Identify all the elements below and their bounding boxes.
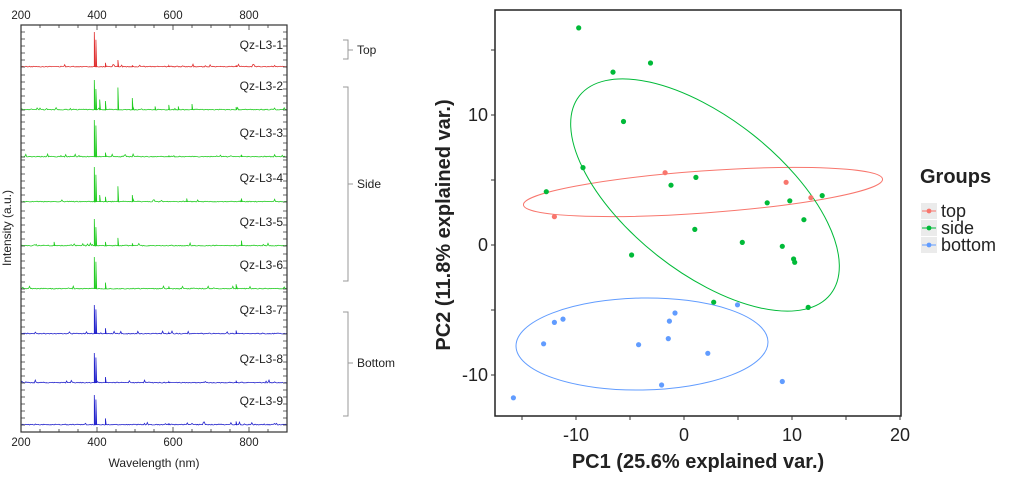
x-tick-label: 0 [679,425,689,445]
spectrum-label: Qz-L3-3 [240,126,284,140]
spectra-panel: Qz-L3-1 Qz-L3-2 Qz-L3-3 Qz-L3-4 Qz-L3-5 Qz-L3… [0,10,395,470]
legend-item-side: side [941,218,974,238]
group-bracket [343,39,353,60]
spectrum-line [20,166,288,203]
point-side [779,243,785,249]
pca-panel: -10 0 10 20 10 0 -10 PC1 (25.6% explained var.)… [433,9,910,473]
point-bottom [779,378,785,385]
spectrum-line [20,394,288,426]
legend-item-bottom: bottom [941,235,996,255]
point-bottom [734,302,741,308]
point-side [693,174,699,180]
point-top [551,214,558,220]
point-side [668,182,674,188]
y-tick-label: 10 [468,105,488,125]
spectrum-label: Qz-L3-9 [240,394,284,408]
point-side [620,118,627,125]
spectrum-line [20,256,288,290]
spectrum-line [20,119,288,158]
legend-title: Groups [920,166,991,188]
spectrum-line [20,352,288,384]
x-tick-label: -10 [563,425,589,445]
x-tick-label: 20 [890,425,910,445]
point-side [787,198,793,204]
y-tick-label: -10 [462,365,488,385]
axis-ticks [491,49,901,420]
x-tick-label-top: 800 [239,10,258,22]
x-axis-title: PC1 (25.6% explained var.) [572,451,824,473]
y-axis-title: PC2 (11.8% explained var.) [433,99,455,350]
point-bottom [666,318,673,324]
point-side [647,60,654,66]
point-side [819,193,825,199]
point-bottom [636,342,642,348]
point-bottom [551,319,558,325]
x-tick-label: 200 [11,437,30,449]
point-side [543,189,549,195]
group-label: Top [357,43,377,57]
x-tick-label: 10 [782,425,802,445]
point-side [580,165,586,171]
legend-key-point [926,208,932,214]
spectrum-line [20,31,288,68]
group-bracket [343,311,353,417]
y-tick-label: 0 [478,235,488,255]
spectrum-line [20,218,288,247]
point-top [662,170,668,176]
point-bottom [659,382,665,388]
point-side [805,304,811,310]
point-side [764,200,770,206]
x-axis-title: Wavelength (nm) [109,456,200,470]
spectrum-line [20,79,288,111]
spectrum-label: Qz-L3-5 [240,215,284,229]
point-side [711,299,717,305]
x-tick-label-top: 200 [11,10,30,22]
point-top [808,195,814,201]
plot-frame [494,9,902,417]
point-bottom [541,341,547,347]
point-side [792,259,798,265]
x-tick-label: 400 [87,437,106,449]
point-side [801,217,807,223]
spectrum-label: Qz-L3-2 [240,79,284,93]
spectrum-label: Qz-L3-4 [240,171,284,185]
point-top [783,179,789,185]
x-tick-label: 600 [163,437,182,449]
spectrum-line [20,304,288,335]
spectrum-label: Qz-L3-7 [240,303,284,317]
group-bracket [343,86,353,282]
point-side [610,69,616,75]
x-tick-label-top: 600 [163,10,182,22]
point-side [576,25,582,31]
x-tick-label: 800 [239,437,258,449]
spectrum-label: Qz-L3-1 [240,38,284,52]
axis-ticks [20,25,288,432]
point-bottom [705,350,711,356]
group-label: Side [357,177,381,191]
group-label: Bottom [357,356,395,370]
legend-key-point [926,225,932,231]
y-axis-title: Intensity (a.u.) [0,190,14,266]
point-side [629,252,635,258]
legend-item-top: top [941,201,966,221]
point-bottom [665,336,671,342]
point-side [692,226,698,232]
ellipse-bottom [515,297,769,391]
point-bottom [672,310,678,316]
point-bottom [560,316,566,322]
ellipse-top [522,166,884,218]
spectrum-label: Qz-L3-6 [240,258,284,272]
point-side [739,239,745,245]
x-tick-label-top: 400 [87,10,106,22]
legend-key-point [926,242,932,248]
spectrum-label: Qz-L3-8 [240,352,284,366]
point-bottom [510,395,516,401]
ellipse-side [570,78,840,312]
